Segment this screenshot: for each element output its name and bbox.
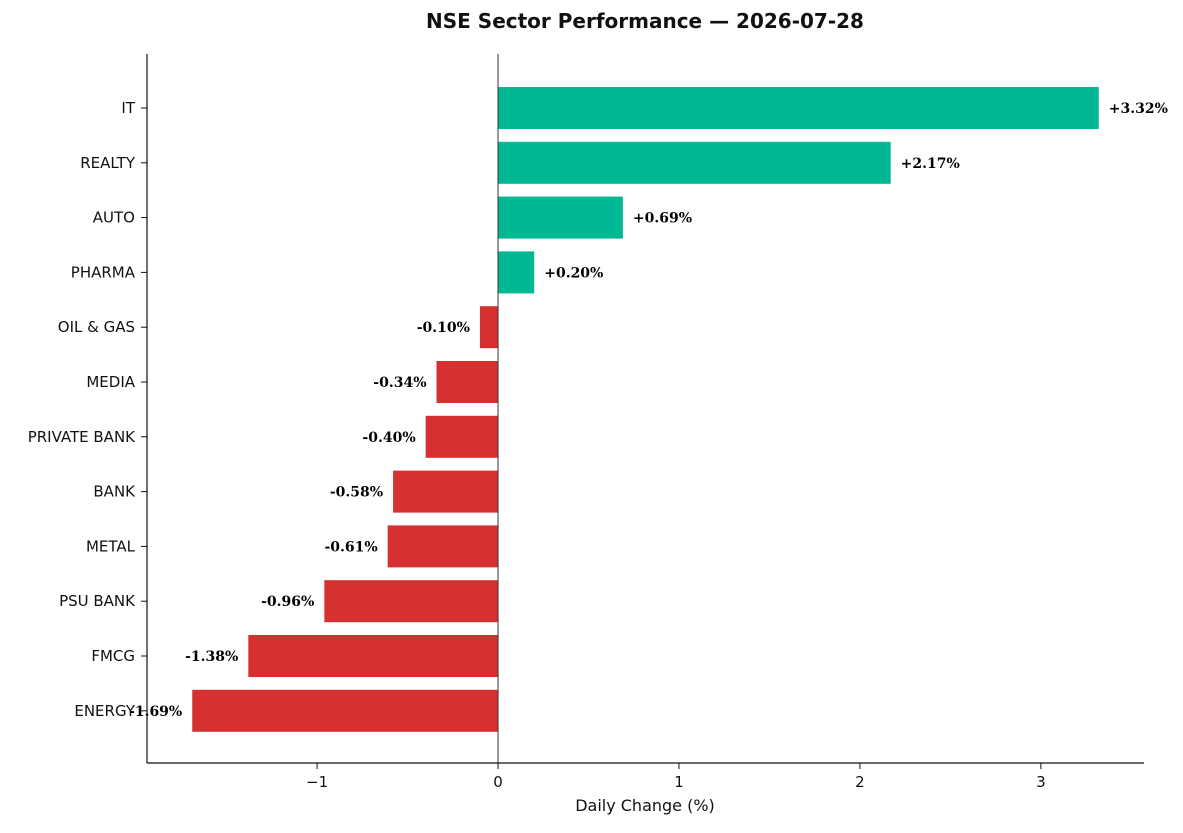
value-label: +3.32% (1109, 101, 1168, 117)
x-tick-label: 3 (1036, 773, 1046, 791)
bar-realty (498, 141, 891, 184)
bar-fmcg (248, 635, 499, 677)
value-label: -1.38% (185, 649, 238, 665)
value-label: -1.69% (129, 704, 182, 720)
category-label: PRIVATE BANK (28, 428, 136, 446)
value-label: +2.17% (901, 156, 960, 172)
category-label: PHARMA (71, 263, 136, 281)
category-label: PSU BANK (59, 592, 136, 610)
category-label: BANK (93, 483, 136, 501)
value-label: +0.69% (633, 211, 692, 227)
bar-metal (387, 525, 499, 568)
x-axis-title: Daily Change (%) (575, 796, 715, 815)
category-label: OIL & GAS (58, 318, 135, 336)
bar-private-bank (425, 415, 499, 458)
bar-bank (393, 470, 499, 513)
value-label: -0.10% (417, 320, 470, 336)
axes-layer: IT REALTY AUTO PHARMA OIL & GAS MEDIA PRIVATE … (28, 54, 1144, 791)
value-label: -0.58% (330, 485, 383, 501)
category-label: REALTY (80, 154, 136, 172)
value-labels-layer: +3.32% +2.17% +0.69% +0.20% -0.10% -0.34% -0.4… (129, 101, 1168, 720)
bars-layer (192, 87, 1099, 732)
category-label: FMCG (91, 647, 135, 665)
value-label: -0.40% (362, 430, 415, 446)
category-label: ENERGY (74, 702, 135, 720)
category-label: MEDIA (86, 373, 135, 391)
x-tick-label: 1 (674, 773, 684, 791)
chart-title: NSE Sector Performance — 2026-07-28 (426, 9, 864, 33)
x-tick-label: 0 (493, 773, 503, 791)
value-label: +0.20% (544, 265, 603, 281)
value-label: -0.96% (261, 594, 314, 610)
bar-energy (192, 689, 499, 732)
bar-oil-gas (479, 306, 499, 349)
bar-pharma (498, 251, 535, 294)
bar-auto (498, 196, 623, 239)
category-label: IT (121, 99, 135, 117)
bar-psu-bank (324, 580, 499, 623)
bar-media (436, 361, 499, 403)
x-tick-label: −1 (306, 773, 328, 791)
value-label: -0.61% (324, 539, 377, 555)
x-tick-label: 2 (855, 773, 865, 791)
value-label: -0.34% (373, 375, 426, 391)
bar-it (498, 87, 1099, 129)
category-label: METAL (86, 537, 136, 555)
category-label: AUTO (93, 209, 135, 227)
